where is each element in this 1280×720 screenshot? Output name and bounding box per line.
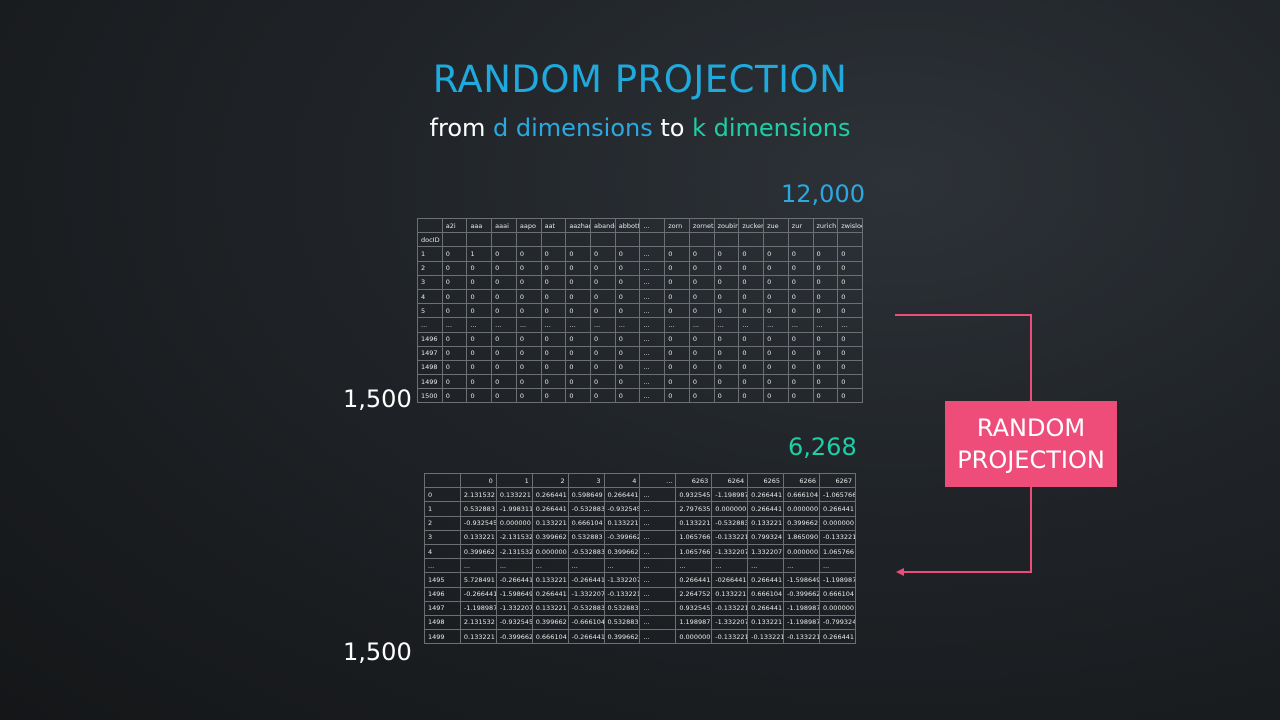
subtitle-d-dimensions: d dimensions bbox=[493, 114, 653, 142]
slide-subtitle: from d dimensions to k dimensions bbox=[0, 114, 1280, 142]
table-cell: 0.666104 bbox=[531, 629, 569, 645]
term-matrix-table: a2iaaaaaaiaapoaataazhangabandonmentabbot… bbox=[417, 217, 863, 404]
table-row: 1498 2.131532 -0.932545 0.399662 -0.666104 0.… bbox=[424, 614, 857, 631]
table-cell: -0.399662 bbox=[495, 629, 533, 645]
table-cell: ... bbox=[639, 515, 677, 531]
table-cell: -0.133221 bbox=[783, 629, 820, 645]
table-cell: -0.266441 bbox=[567, 629, 605, 645]
table-cell: 0 bbox=[540, 388, 567, 404]
column-header: zucker bbox=[738, 217, 765, 234]
table-cell: 0.133221 bbox=[531, 600, 569, 616]
projected-matrix-header: 0 1 2 3 4... 6263 6264 6265 6266 6267 bbox=[424, 472, 857, 489]
table-row: .................................... bbox=[424, 558, 857, 574]
table-row: 1498 0 0 0 0 0 0 0 0... 0 0 0 0 0 0 0 0 bbox=[417, 359, 863, 376]
term-matrix-header: a2iaaaaaaiaapoaataazhangabandonmentabbot… bbox=[417, 217, 863, 234]
table-cell: -0.133221 bbox=[747, 629, 785, 645]
table-row: 1496 -0.266441 -1.598649 0.266441 -1.332207-… bbox=[424, 586, 857, 602]
table-row: ........................................… bbox=[417, 317, 863, 333]
projected-matrix-table: 0 1 2 3 4... 6263 6264 6265 6266 6267 0 2.131532 0.… bbox=[424, 472, 857, 645]
subtitle-k-dimensions: k dimensions bbox=[692, 114, 851, 142]
table-cell: 0 bbox=[837, 388, 863, 404]
table-row: 1495 5.728491 -0.266441 0.133221 -0.266441 -1… bbox=[424, 572, 857, 588]
table-row: 2 0 0 0 0 0 0 0 0... 0 0 0 0 0 0 0 0 bbox=[417, 260, 863, 276]
table-row: 1497 -1.198987 -1.332207 0.133221 -0.532883 0… bbox=[424, 600, 857, 616]
table-row: 3 0 0 0 0 0 0 0 0... 0 0 0 0 0 0 0 0 bbox=[417, 274, 863, 290]
random-projection-box: RANDOM PROJECTION bbox=[945, 401, 1117, 487]
top-row-count: 1,500 bbox=[343, 385, 412, 413]
table-cell: 0 bbox=[787, 388, 814, 404]
subtitle-to: to bbox=[660, 114, 685, 142]
table-row: 4 0 0 0 0 0 0 0 0... 0 0 0 0 0 0 0 0 bbox=[417, 288, 863, 305]
table-cell: 0.000000 bbox=[818, 515, 857, 531]
table-row: 1499 0.133221 -0.399662 0.666104 -0.266441 0.… bbox=[424, 629, 857, 645]
arrow-head-icon bbox=[896, 568, 904, 576]
bottom-row-count: 1,500 bbox=[343, 638, 412, 666]
table-row: 1497 0 0 0 0 0 0 0 0... 0 0 0 0 0 0 0 0 bbox=[417, 345, 863, 361]
box-line1: RANDOM bbox=[976, 414, 1086, 442]
row-index: 1499 bbox=[424, 629, 461, 645]
column-header: zwislocki bbox=[837, 217, 863, 234]
table-cell: 0.000000 bbox=[675, 629, 713, 645]
d-dimension-count: 12,000 bbox=[781, 180, 865, 208]
k-dimension-count: 6,268 bbox=[788, 433, 857, 461]
column-header: ... bbox=[639, 472, 677, 489]
table-cell: -0.133221 bbox=[711, 629, 749, 645]
box-line2: PROJECTION bbox=[957, 446, 1105, 474]
subtitle-from: from bbox=[429, 114, 486, 142]
column-header: aaai bbox=[491, 217, 517, 234]
table-cell: ... bbox=[639, 629, 677, 645]
term-matrix-index-row: docID bbox=[417, 232, 863, 248]
table-row: 1500 0 0 0 0 0 0 0 0... 0 0 0 0 0 0 0 0 bbox=[417, 388, 863, 404]
table-cell: 0.266441 bbox=[818, 629, 857, 645]
table-row: 4 0.399662 -2.131532 0.000000 -0.532883 0.399… bbox=[424, 543, 857, 560]
column-header: aapo bbox=[515, 217, 542, 234]
slide-title: RANDOM PROJECTION bbox=[432, 58, 848, 101]
column-header: zurich bbox=[812, 217, 839, 234]
table-cell: 0 bbox=[837, 260, 863, 276]
table-cell: -0.932545 bbox=[495, 614, 533, 631]
column-header: aazhang bbox=[565, 217, 592, 234]
table-cell: ... bbox=[711, 558, 749, 574]
table-cell: 0 bbox=[837, 274, 863, 290]
table-cell: 0 bbox=[738, 388, 765, 404]
table-cell: ... bbox=[639, 388, 666, 404]
table-row: 0 2.131532 0.133221 0.266441 0.598649 0.26644… bbox=[424, 487, 857, 503]
table-cell: 0.399662 bbox=[603, 629, 641, 645]
table-cell: 0.399662 bbox=[531, 614, 569, 631]
empty-cell bbox=[837, 232, 863, 248]
